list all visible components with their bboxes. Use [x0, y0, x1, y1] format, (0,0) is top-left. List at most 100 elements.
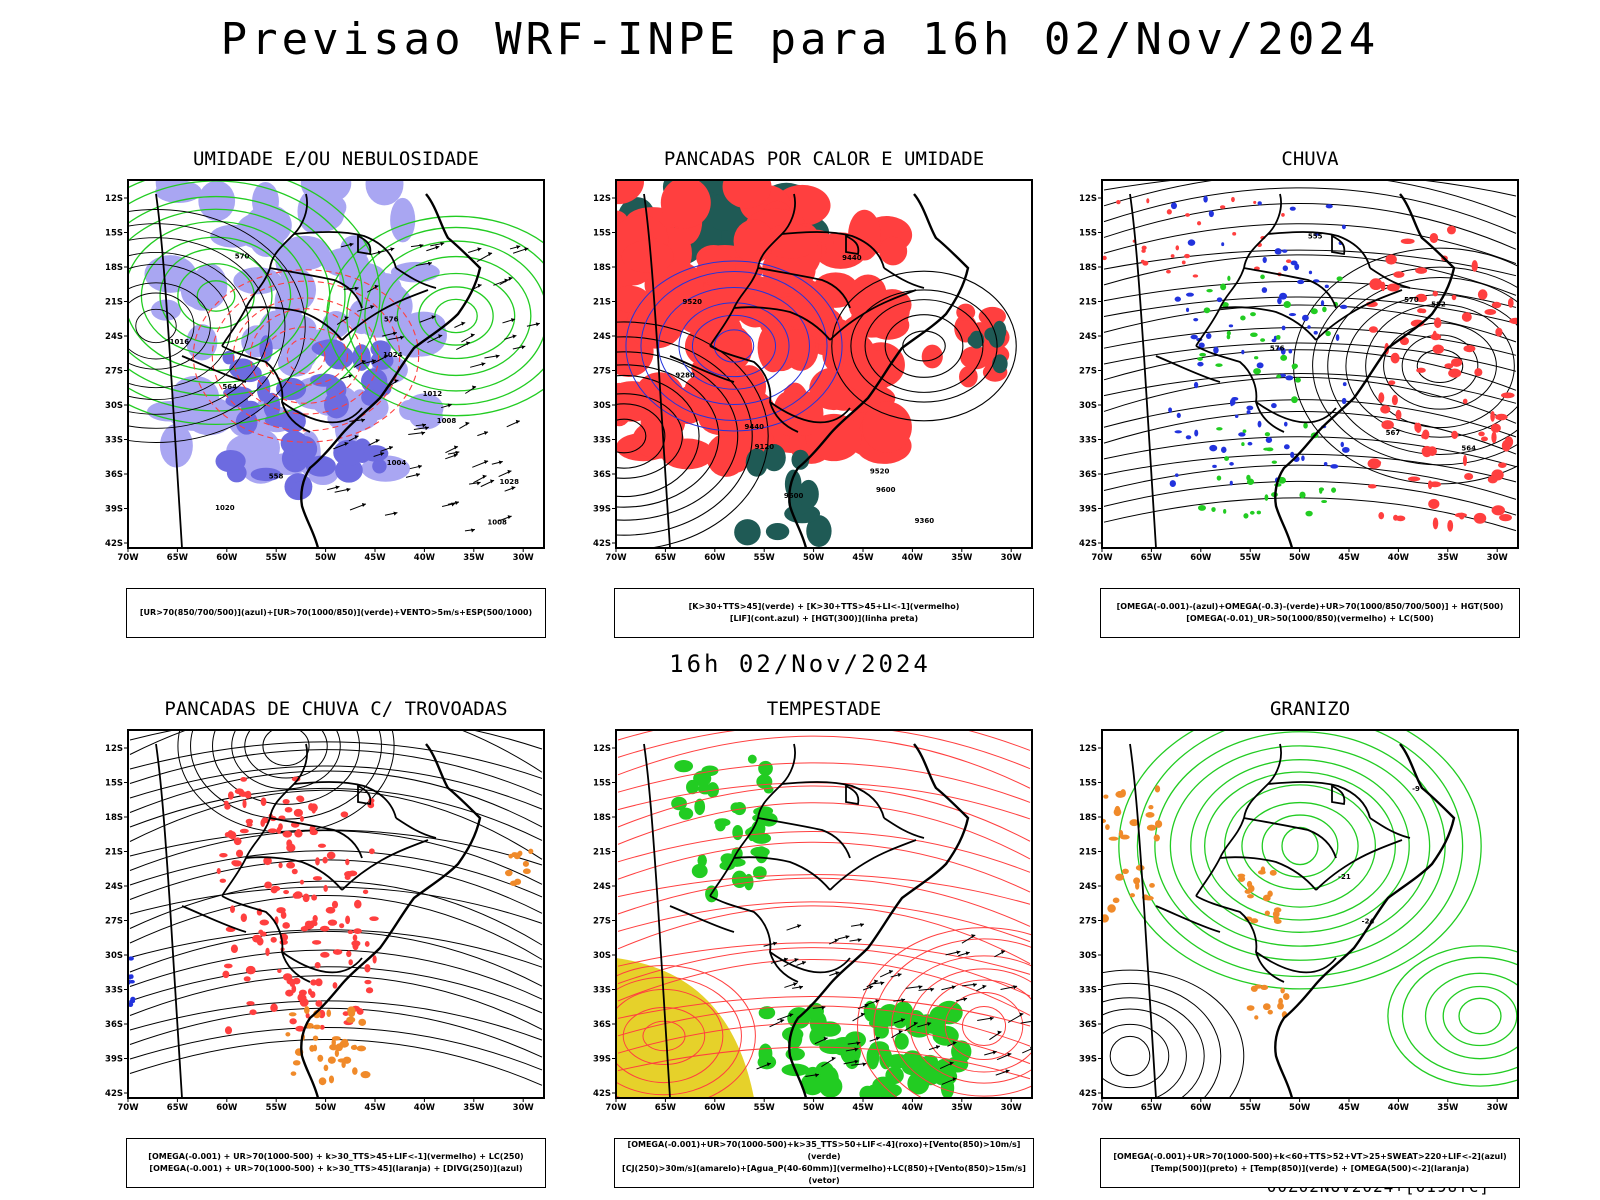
humidity-high — [322, 311, 350, 338]
omega-blue — [1213, 346, 1219, 354]
wind-vector-head — [862, 1062, 867, 1067]
omega-blue — [1209, 444, 1218, 452]
wind-vector-head — [375, 438, 380, 443]
omega500-orange — [1244, 889, 1252, 894]
state-border — [245, 306, 343, 341]
state-border — [281, 401, 363, 424]
omega500-orange — [1277, 1002, 1284, 1010]
coastline — [788, 743, 970, 1098]
map-tempestade[interactable]: 12S 15S 18S 21S 24S 27S 30S 33S 36S 39S 42S 70W 65W 6… — [584, 726, 1034, 1131]
storm-red — [279, 939, 288, 945]
map-chuva[interactable]: 582 576 570 567 564 555 12S 15S 18S 21S 24S 27S 30S 3… — [1070, 176, 1520, 581]
omega-blue — [1246, 410, 1251, 415]
omega500-orange — [1133, 877, 1141, 885]
storm-red — [319, 1024, 325, 1030]
map-umidade[interactable]: 1004 1008 1008 1012 1016 1020 1024 1028 576 570 56… — [96, 176, 546, 581]
rain-red — [1499, 513, 1512, 522]
rain-red — [1393, 271, 1405, 278]
omega-green — [1321, 499, 1328, 504]
humidity-core — [263, 392, 281, 420]
streamline — [129, 770, 543, 828]
omega-blue — [1168, 407, 1173, 413]
omega500-orange — [1149, 882, 1155, 888]
lat-label: 27S — [105, 917, 123, 927]
rain-red — [1421, 445, 1433, 458]
wind-vector-head — [435, 245, 440, 250]
rain-red — [1146, 198, 1150, 204]
temp850-contour — [1136, 730, 1464, 978]
lon-label: 30W — [513, 1103, 535, 1113]
instability-red — [757, 323, 789, 373]
map-frame — [1101, 729, 1519, 1099]
wind-vector-head — [918, 985, 923, 990]
temp850-contour — [1401, 956, 1518, 1076]
rain-red — [1391, 394, 1398, 406]
divergence-blue — [129, 979, 135, 984]
map-trovoadas[interactable]: 12S 15S 18S 21S 24S 27S 30S 33S 36S 39S 42S 70W 65W 6… — [96, 726, 546, 1131]
wind-vector-head — [864, 1003, 869, 1008]
state-border — [293, 781, 397, 819]
panel-umidade: UMIDADE E/OU NEBULOSIDADE 1004 1008 1008 10… — [66, 148, 586, 638]
lon-label: 30W — [1001, 1103, 1023, 1113]
omega-blue — [1281, 325, 1286, 331]
storm-red — [298, 989, 307, 996]
omega-green — [1294, 377, 1301, 383]
wind-vector-head — [484, 460, 489, 465]
lat-label: 30S — [593, 401, 611, 411]
storm-red — [229, 831, 237, 840]
wind-vector-head — [869, 985, 874, 990]
state-border — [757, 267, 851, 309]
lif-contour — [625, 260, 843, 432]
storm-red — [277, 968, 282, 973]
lon-label: 35W — [1437, 1103, 1459, 1113]
lat-label: 21S — [593, 298, 611, 308]
storm-red — [364, 979, 372, 985]
omega-green — [1206, 289, 1213, 293]
lat-label: 36S — [593, 1020, 611, 1030]
omega500-orange — [1260, 866, 1266, 874]
streamline — [129, 895, 543, 960]
rain-red — [1116, 200, 1121, 205]
wind-vector-head — [461, 321, 466, 326]
rain-red — [1509, 317, 1518, 325]
omega-blue — [1241, 349, 1245, 355]
divergence-blue — [129, 974, 134, 979]
storm-orange — [335, 1043, 343, 1052]
wind-vector-head — [394, 379, 399, 384]
humidity-core — [333, 439, 365, 466]
map-granizo[interactable]: -9 -21 -24 12S 15S 18S 21S 24S 27S 30S 33S 36S 39S 42… — [1070, 726, 1520, 1131]
state-border — [1129, 193, 1157, 548]
rain-red — [1473, 512, 1487, 524]
storm-red — [224, 832, 231, 838]
storm-red — [345, 858, 350, 866]
temp850-contour — [1169, 745, 1431, 947]
storm-red — [327, 919, 338, 926]
wind-green — [747, 754, 757, 764]
omega-blue — [1297, 279, 1305, 285]
lc850-contour — [616, 965, 756, 1098]
omega500-orange — [1260, 984, 1269, 990]
legend-box: [K>30+TTS>45](verde) + [K>30+TTS>45+LI<-… — [614, 588, 1034, 638]
wind-green — [893, 1001, 914, 1023]
omega-blue — [1288, 349, 1293, 354]
storm-red — [286, 861, 296, 869]
state-border — [341, 289, 429, 341]
storm-red — [294, 830, 303, 838]
omega-blue — [1257, 201, 1262, 206]
lc850-contour — [961, 1005, 1007, 1047]
map-pancadas-calor[interactable]: 9600 9520 9440 9360 9280 9120 9600 9520 9440 12S 1… — [584, 176, 1034, 581]
streamline — [129, 789, 543, 860]
wind-vector-head — [504, 278, 509, 283]
wind-green — [763, 785, 774, 794]
streamline — [129, 949, 543, 1000]
pressure-isobar — [128, 209, 306, 443]
omega-blue — [1216, 297, 1223, 303]
rain-red — [1490, 410, 1495, 422]
lon-label: 65W — [167, 1103, 189, 1113]
lon-label: 70W — [1091, 1103, 1113, 1113]
wind-vector-head — [1019, 1012, 1024, 1017]
omega-green — [1220, 283, 1227, 291]
storm-red — [345, 915, 351, 925]
hgt300-contour — [616, 418, 647, 454]
lon-label: 30W — [513, 553, 535, 563]
